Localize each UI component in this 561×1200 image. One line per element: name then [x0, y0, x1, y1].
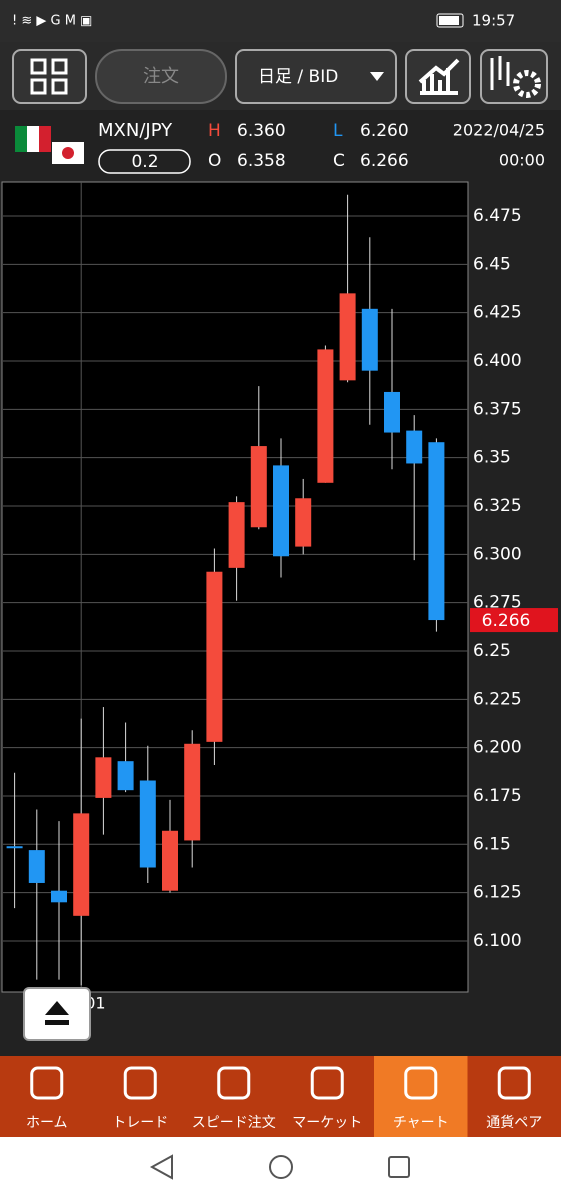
nav-icon[interactable]: [310, 1066, 344, 1100]
high-label: H: [208, 121, 221, 141]
nav-icon[interactable]: [497, 1066, 531, 1100]
low-value: 6.260: [360, 121, 409, 141]
candle-body: [384, 391, 400, 433]
nav-label[interactable]: ホーム: [26, 1115, 68, 1131]
candlestick-chart: 6.1006.1256.156.1756.2006.2256.256.2756.…: [3, 182, 558, 1013]
y-tick-label: 6.25: [473, 641, 511, 661]
candle-body: [428, 442, 445, 621]
y-tick-label: 6.425: [473, 303, 522, 323]
candle-body: [361, 308, 378, 371]
eject-icon: [45, 1001, 69, 1025]
back-button[interactable]: [149, 1154, 173, 1180]
settings-icon: [513, 70, 541, 98]
home-button[interactable]: [269, 1155, 293, 1179]
date-label: 2022/04/25: [453, 121, 545, 140]
y-tick-label: 6.400: [473, 351, 522, 371]
candle-body: [406, 430, 423, 464]
y-tick-label: 6.375: [473, 399, 522, 419]
y-tick-label: 6.200: [473, 738, 522, 758]
y-tick-label: 6.45: [473, 254, 511, 274]
candle-body: [95, 757, 112, 798]
lot-box[interactable]: [98, 149, 191, 174]
candle-body: [317, 349, 334, 483]
nav-label[interactable]: スピード注文: [192, 1115, 276, 1131]
candle-body: [273, 465, 289, 557]
candle-body: [28, 850, 45, 883]
nav-icon[interactable]: [30, 1066, 64, 1100]
time-label: 00:00: [499, 151, 545, 170]
y-tick-label: 6.175: [473, 786, 522, 806]
candle-body: [184, 743, 201, 841]
y-tick-label: 6.275: [473, 593, 522, 613]
close-label: C: [333, 151, 345, 171]
nav-items: ホーム トレード スピード注文 マーケット チャート 通貨ペア: [26, 1056, 542, 1137]
timeframe-button[interactable]: [235, 49, 397, 104]
y-tick-label: 6.100: [473, 931, 522, 951]
y-tick-label: 6.325: [473, 496, 522, 516]
open-label: O: [208, 151, 221, 171]
nav-label[interactable]: マーケット: [292, 1115, 362, 1131]
candle-body: [6, 846, 23, 849]
candle-body: [73, 813, 90, 916]
grid-icon: [30, 58, 68, 95]
candle-body: [250, 446, 267, 528]
order-label: 注文: [143, 66, 179, 87]
system-nav: [0, 1137, 561, 1200]
nav-icon[interactable]: [123, 1066, 157, 1100]
close-value: 6.266: [360, 151, 409, 171]
chart-type-button[interactable]: [405, 49, 471, 104]
y-tick-label: 6.35: [473, 448, 511, 468]
y-tick-label: 6.300: [473, 544, 522, 564]
chart-type-icon: [418, 58, 460, 95]
nav-icon[interactable]: [217, 1066, 251, 1100]
indicator-icon: [490, 56, 510, 90]
clock: 19:57: [472, 12, 515, 30]
y-tick-label: 6.225: [473, 689, 522, 709]
candle-body: [162, 830, 178, 891]
nav-icon[interactable]: [404, 1066, 438, 1100]
last-price-label: 6.266: [482, 611, 531, 631]
lot-label: 0.2: [131, 152, 158, 172]
candle-body: [228, 502, 245, 568]
settings-button[interactable]: [480, 49, 548, 104]
menu-button[interactable]: [12, 49, 87, 104]
y-tick-label: 6.125: [473, 883, 522, 903]
candle-body: [339, 293, 356, 381]
high-value: 6.360: [237, 121, 286, 141]
plot-area: [1, 181, 469, 993]
candle-body: [139, 780, 156, 868]
bottom-nav: [0, 1056, 561, 1137]
nav-label[interactable]: チャート: [393, 1115, 449, 1131]
collapse-button[interactable]: [23, 987, 91, 1041]
pair-label: MXN/JPY: [98, 120, 173, 141]
timeframe-label: 日足 / BID: [258, 67, 338, 87]
candle-body: [295, 498, 312, 547]
recents-button[interactable]: [388, 1156, 410, 1178]
candle-body: [51, 890, 67, 903]
open-value: 6.358: [237, 151, 286, 171]
flags: [15, 126, 84, 164]
status-bar: [0, 0, 561, 42]
status-icons: ! ≋ ▶ G M ▣: [12, 14, 92, 29]
low-label: L: [333, 121, 343, 141]
last-price-box: [470, 608, 558, 633]
battery-level: [439, 16, 459, 25]
dropdown-arrow: [370, 72, 384, 81]
nav-label[interactable]: 通貨ペア: [486, 1114, 542, 1131]
nav-label[interactable]: トレード: [112, 1115, 168, 1131]
battery-icon: [436, 13, 464, 28]
candle-body: [206, 571, 223, 742]
y-tick-label: 6.15: [473, 834, 511, 854]
y-tick-label: 6.475: [473, 206, 522, 226]
candle-body: [117, 761, 134, 791]
order-button[interactable]: [95, 49, 227, 104]
